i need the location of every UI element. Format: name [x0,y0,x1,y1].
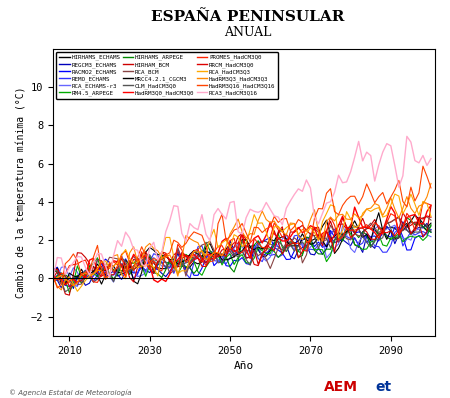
Text: © Agencia Estatal de Meteorología: © Agencia Estatal de Meteorología [9,389,131,396]
Legend: HIRHAMS_ECHAMS, REGCM3_ECHAMS, RACMO2_ECHAMS, REMO_ECHAMS, RCA_ECHAMS-r3, RM4.5_: HIRHAMS_ECHAMS, REGCM3_ECHAMS, RACMO2_EC… [56,52,279,99]
Text: ESPAÑA PENINSULAR: ESPAÑA PENINSULAR [151,10,344,24]
Text: AEM: AEM [324,380,358,394]
X-axis label: Año: Año [234,361,254,371]
Y-axis label: Cambio de la temperatura mínima (°C): Cambio de la temperatura mínima (°C) [15,86,26,298]
Text: ANUAL: ANUAL [224,26,271,39]
Text: et: et [376,380,392,394]
